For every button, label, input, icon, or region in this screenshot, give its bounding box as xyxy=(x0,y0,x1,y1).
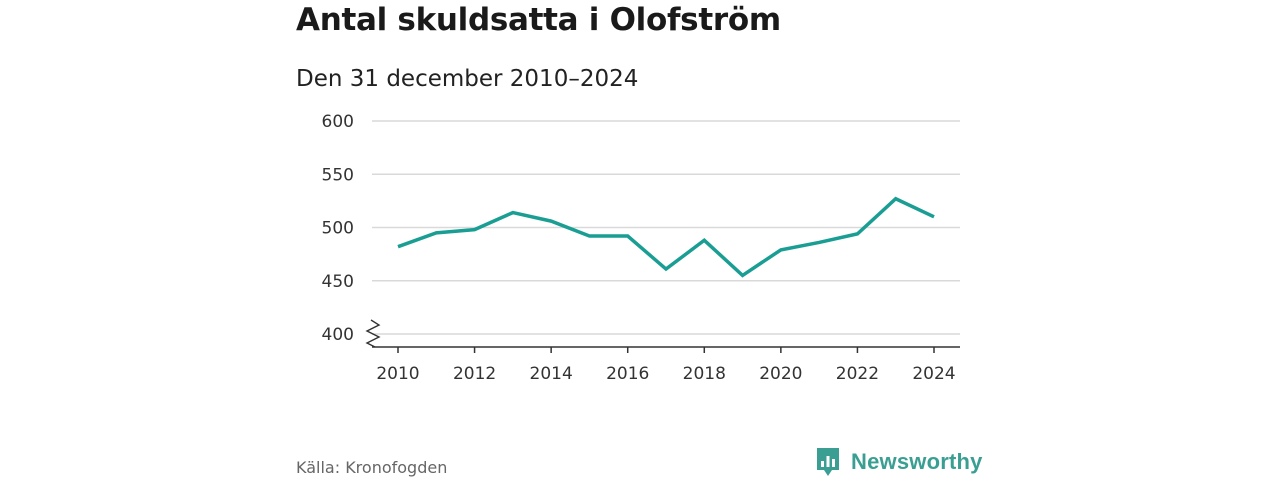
chart-title: Antal skuldsatta i Olofström xyxy=(296,2,781,38)
x-tick-label: 2020 xyxy=(759,364,802,384)
x-tick-label: 2022 xyxy=(836,364,879,384)
x-tick-label: 2014 xyxy=(530,364,573,384)
newsworthy-logo-icon xyxy=(817,448,839,476)
axis-break-icon xyxy=(365,319,381,348)
y-tick-label: 450 xyxy=(322,272,354,292)
y-tick-label: 500 xyxy=(322,219,354,239)
y-tick-label: 400 xyxy=(322,325,354,345)
x-tick-label: 2012 xyxy=(453,364,496,384)
y-tick-label: 600 xyxy=(322,112,354,132)
y-tick-label: 550 xyxy=(322,165,354,185)
x-tick-label: 2010 xyxy=(376,364,419,384)
source-note: Källa: Kronofogden xyxy=(296,458,448,477)
x-tick-label: 2016 xyxy=(606,364,649,384)
series-line xyxy=(397,196,935,278)
brand-name: Newsworthy xyxy=(851,449,983,474)
x-tick-label: 2024 xyxy=(912,364,955,384)
chart-subtitle: Den 31 december 2010–2024 xyxy=(296,66,639,92)
line-chart: 400 450 500 550 600 2010 2012 2014 2016 2018 2020 2… xyxy=(322,112,960,384)
newsworthy-logo: Newsworthy xyxy=(815,446,983,478)
x-tick-label: 2018 xyxy=(683,364,726,384)
